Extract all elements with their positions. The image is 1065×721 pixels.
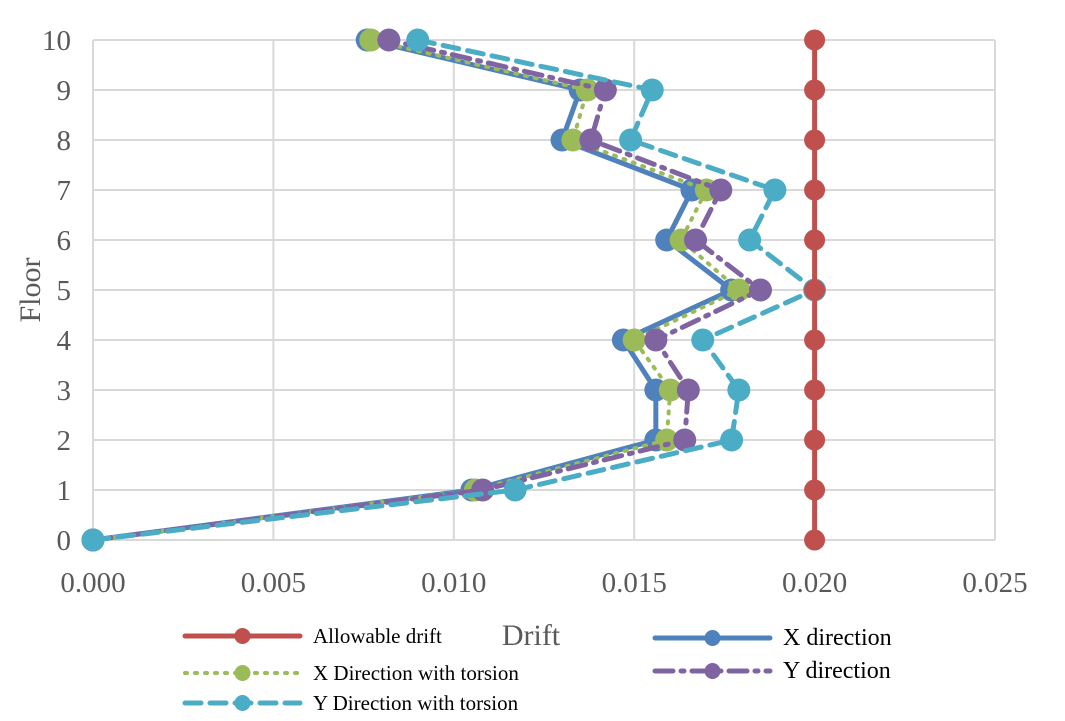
data-point bbox=[804, 479, 826, 501]
series-allowable-drift bbox=[804, 29, 826, 551]
x-axis-title: Drift bbox=[502, 619, 561, 652]
legend-item: Y Direction with torsion bbox=[182, 691, 519, 715]
legend-label: Allowable drift bbox=[313, 624, 442, 648]
data-point bbox=[561, 128, 585, 152]
data-point bbox=[804, 379, 826, 401]
data-point bbox=[727, 278, 751, 302]
data-point bbox=[676, 378, 700, 402]
data-point bbox=[691, 328, 715, 352]
y-tick-label: 10 bbox=[42, 25, 71, 57]
data-point bbox=[804, 329, 826, 351]
legend-item: X Direction with torsion bbox=[183, 661, 519, 685]
data-point bbox=[619, 128, 643, 152]
legend-label: X direction bbox=[783, 625, 892, 651]
x-tick-label: 0.025 bbox=[962, 567, 1027, 599]
x-tick-label: 0.005 bbox=[241, 567, 306, 599]
y-tick-label: 2 bbox=[57, 425, 72, 457]
legend-label: X Direction with torsion bbox=[313, 661, 519, 685]
legend-item: Allowable drift bbox=[182, 624, 442, 648]
data-point bbox=[738, 228, 762, 252]
legend-marker bbox=[234, 665, 251, 681]
data-point bbox=[804, 279, 826, 301]
legend-marker bbox=[234, 628, 251, 644]
x-tick-label: 0.000 bbox=[60, 567, 125, 599]
legend-marker bbox=[704, 663, 721, 679]
data-point bbox=[503, 478, 527, 502]
data-point bbox=[673, 428, 697, 452]
y-tick-labels: 0 1 2 3 4 5 6 7 8 9 10 bbox=[42, 25, 72, 557]
legend: Allowable drift X direction X Direction wi… bbox=[182, 624, 892, 715]
data-point bbox=[709, 178, 733, 202]
x-tick-label: 0.020 bbox=[782, 567, 847, 599]
data-point bbox=[471, 478, 495, 502]
data-point bbox=[81, 528, 105, 552]
data-point bbox=[575, 78, 599, 102]
y-tick-label: 5 bbox=[57, 275, 72, 307]
data-point bbox=[804, 29, 826, 51]
x-tick-labels: 0.000 0.005 0.010 0.015 0.020 0.025 bbox=[60, 567, 1027, 599]
data-point bbox=[748, 278, 772, 302]
y-tick-label: 3 bbox=[57, 375, 72, 407]
data-point bbox=[720, 428, 744, 452]
data-point bbox=[804, 429, 826, 451]
data-point bbox=[763, 178, 787, 202]
data-point bbox=[804, 229, 826, 251]
data-point bbox=[622, 328, 646, 352]
y-tick-label: 6 bbox=[57, 225, 72, 257]
y-tick-label: 1 bbox=[57, 475, 72, 507]
data-point bbox=[804, 129, 826, 151]
data-point bbox=[579, 128, 603, 152]
legend-item: X direction bbox=[652, 625, 892, 651]
legend-label: Y Direction with torsion bbox=[313, 691, 519, 715]
data-point bbox=[640, 78, 664, 102]
legend-label: Y direction bbox=[783, 658, 891, 684]
x-tick-label: 0.010 bbox=[421, 567, 486, 599]
data-point bbox=[655, 428, 679, 452]
data-point bbox=[377, 28, 401, 52]
data-point bbox=[359, 28, 383, 52]
y-axis-title: Floor bbox=[14, 257, 47, 322]
y-tick-label: 8 bbox=[57, 125, 72, 157]
legend-marker bbox=[234, 695, 251, 711]
y-tick-label: 7 bbox=[57, 175, 72, 207]
legend-marker bbox=[704, 630, 721, 646]
data-point bbox=[644, 328, 668, 352]
series-layer bbox=[81, 28, 827, 552]
x-tick-label: 0.015 bbox=[602, 567, 667, 599]
data-point bbox=[804, 79, 826, 101]
grid bbox=[92, 39, 996, 541]
data-point bbox=[406, 28, 430, 52]
data-point bbox=[593, 78, 617, 102]
y-tick-label: 9 bbox=[57, 75, 72, 107]
data-point bbox=[804, 529, 826, 551]
y-tick-label: 0 bbox=[57, 525, 72, 557]
data-point bbox=[684, 228, 708, 252]
legend-item: Y direction bbox=[652, 658, 891, 684]
data-point bbox=[658, 378, 682, 402]
data-point bbox=[727, 378, 751, 402]
y-tick-label: 4 bbox=[57, 325, 72, 357]
data-point bbox=[804, 179, 826, 201]
